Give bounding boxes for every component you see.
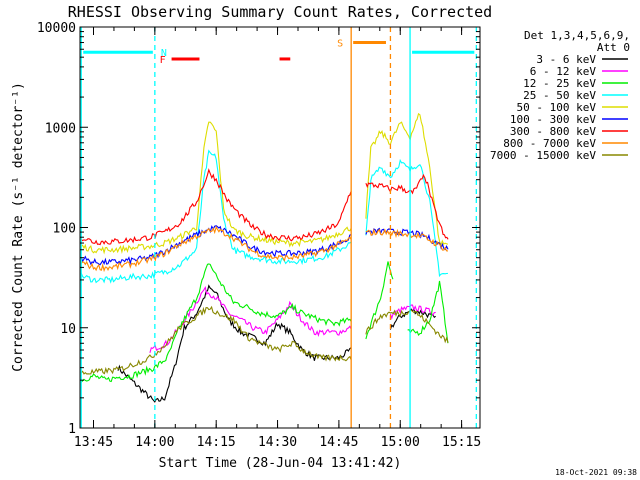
series-layer [80,112,449,403]
plot-frame [79,26,481,429]
legend-header-1: Att 0 [597,41,630,54]
x-tick-label-0: 13:45 [74,435,113,450]
axes-layer: 13:45 14:00 14:15 14:30 14:45 15:00 15:15 1 10 10… [37,21,481,450]
y-tick-label-4: 10000 [37,21,76,36]
series-line-2 [80,261,449,383]
x-tick-label-5: 15:00 [381,435,420,450]
legend-label-3: 25 - 50 keV [523,89,596,102]
legend-label-5: 100 - 300 keV [510,113,596,126]
series-line-7 [80,225,449,273]
flag-label-S: S [337,39,343,50]
legend-label-6: 300 - 800 keV [510,125,596,138]
x-tick-label-2: 14:15 [197,435,236,450]
series-line-4 [80,112,449,255]
legend-label-4: 50 - 100 keV [517,101,597,114]
flag-label-N: N [161,48,167,59]
annotation-layer: NF S [80,27,477,428]
legend-label-0: 3 - 6 keV [536,53,596,66]
y-tick-label-3: 1000 [45,121,76,136]
series-line-6 [80,168,449,246]
legend-label-8: 7000 - 15000 keV [490,149,596,162]
series-line-8 [80,305,449,375]
x-tick-label-1: 14:00 [135,435,174,450]
x-tick-label-6: 15:15 [442,435,481,450]
series-line-0 [117,284,436,403]
y-axis-label: Corrected Count Rate (s⁻¹ detector⁻¹) [11,82,26,372]
legend-label-7: 800 - 7000 keV [503,137,596,150]
series-line-1 [149,286,436,353]
x-tick-label-3: 14:30 [258,435,297,450]
x-axis-label: Start Time (28-Jun-04 13:41:42) [159,456,402,471]
legend-label-2: 12 - 25 keV [523,77,596,90]
y-tick-label-0: 1 [68,422,76,437]
timestamp: 18-Oct-2021 09:38 [555,468,637,477]
series-line-5 [80,225,449,266]
y-tick-label-1: 10 [60,322,76,337]
y-tick-label-2: 100 [53,222,76,237]
x-tick-label-4: 14:45 [319,435,358,450]
series-line-3 [80,149,448,284]
chart-title: RHESSI Observing Summary Count Rates, Co… [68,3,492,21]
legend-label-1: 6 - 12 keV [530,65,597,78]
flag-label-F: F [160,55,166,66]
legend-header-0: Det 1,3,4,5,6,9, [524,29,630,42]
